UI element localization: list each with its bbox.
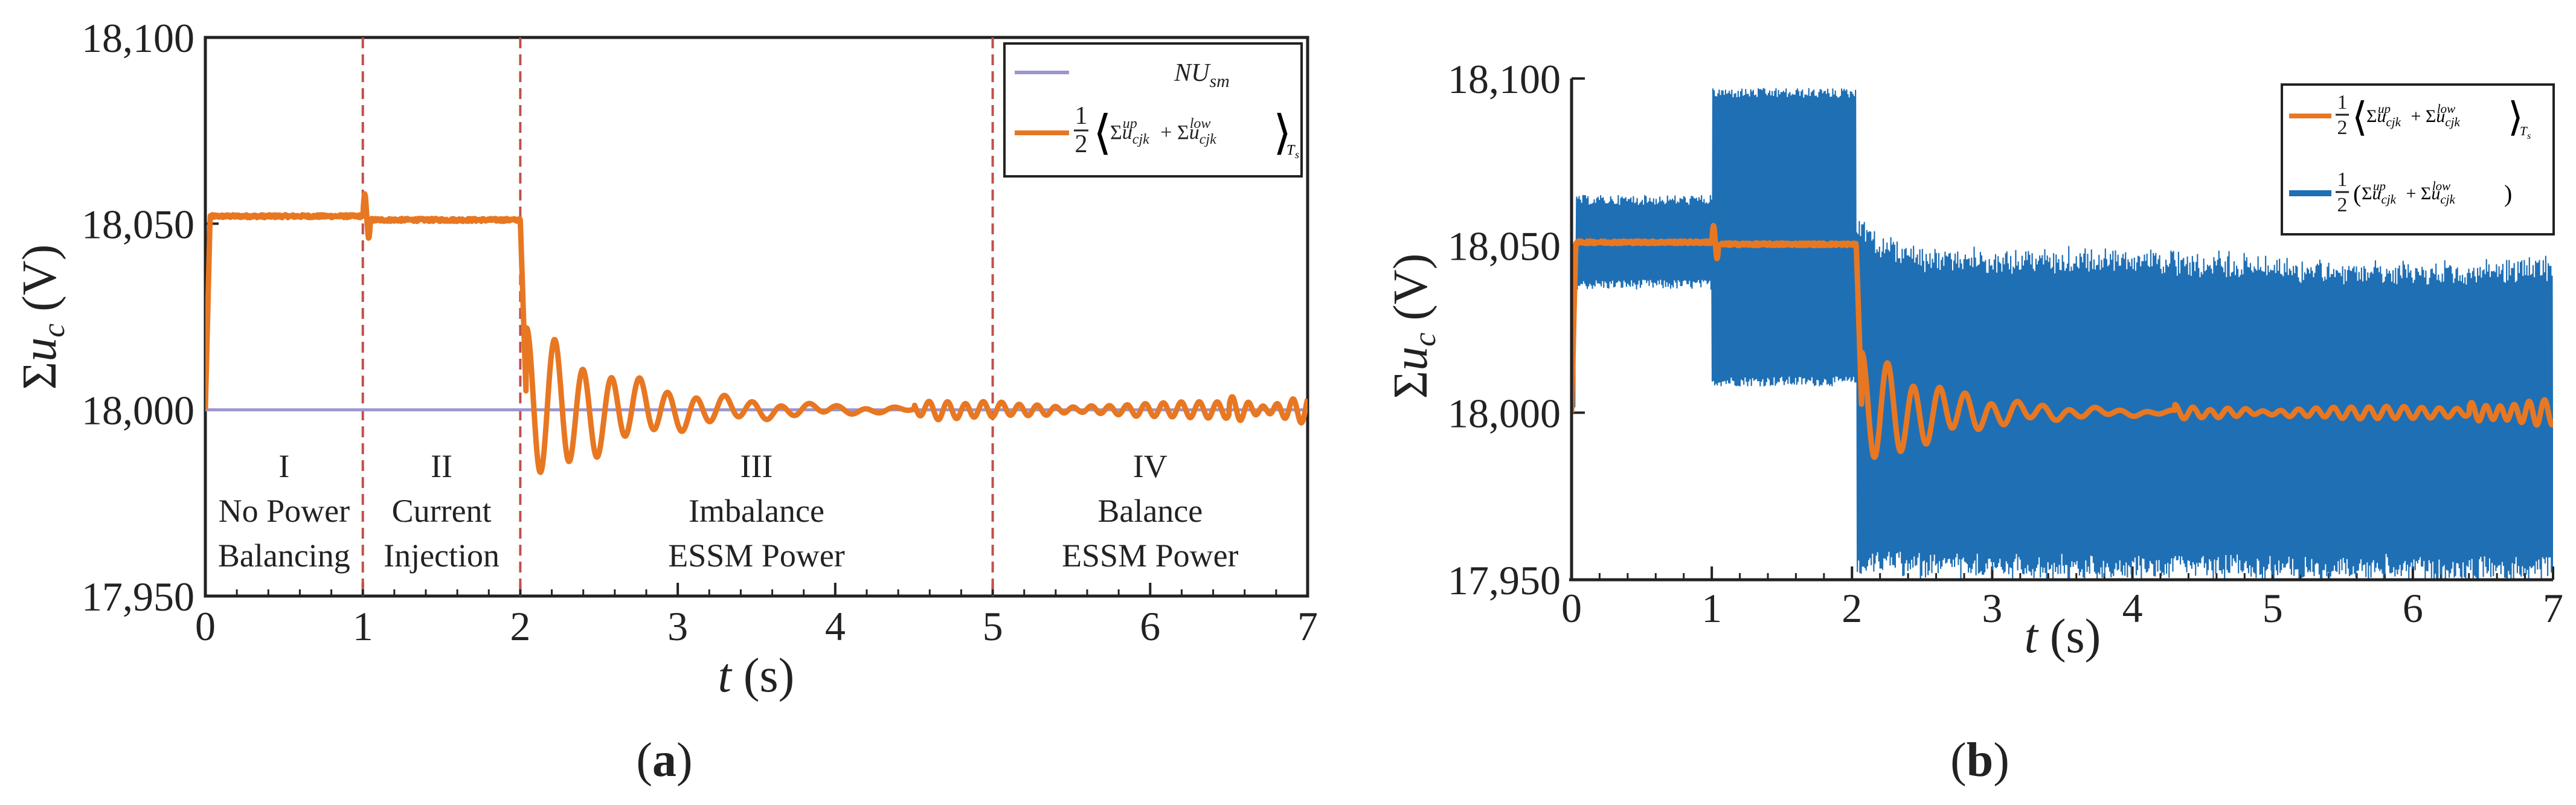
svg-text:Σucjkup + Σucjklow: Σucjkup + Σucjklow: [2366, 101, 2460, 129]
svg-text:(: (: [2353, 180, 2361, 207]
svg-text:T: T: [2520, 124, 2528, 138]
panel-a-average-line: [205, 191, 1308, 475]
svg-text:T: T: [1286, 143, 1296, 158]
svg-text:1: 1: [1075, 102, 1088, 130]
panel-b-legend-instantaneous-label: 1 2 ( Σucjkup + Σucjklow ): [2336, 168, 2512, 216]
svg-text:1: 1: [2337, 168, 2348, 191]
panel-a-legend-average-label: 1 2 ⟨ Σucjkup + Σucjklow ⟩ T s: [1074, 102, 1299, 161]
panel-a-y-label-sigma: Σ: [13, 362, 66, 390]
svg-text:Σucjkup + Σucjklow: Σucjkup + Σucjklow: [2362, 179, 2455, 207]
panel-a-region-2-text: II: [431, 448, 452, 484]
panel-a-x-tick-label: 0: [195, 603, 216, 649]
panel-a-x-tick-label: 6: [1140, 603, 1160, 649]
panel-a-region-2-text: Current: [392, 493, 492, 529]
panel-a-region-labels: I No Power Balancing II Current Injection III I…: [218, 448, 1239, 574]
panel-b: 17,950 18,000 18,050 18,100 0 1 2 3 4 5 6 7 Σuc (V…: [1384, 56, 2563, 787]
panel-a-y-label: Σuc (V): [13, 245, 71, 390]
panel-b-legend-box: [2281, 83, 2555, 236]
panel-b-x-tick-label: 5: [2263, 585, 2283, 631]
panel-a-region-dividers: [361, 37, 994, 596]
svg-text:1: 1: [2337, 91, 2348, 114]
panel-a-region-2-text: Injection: [384, 537, 499, 574]
svg-text:2: 2: [1075, 130, 1088, 158]
svg-text:Σuc (V): Σuc (V): [13, 245, 71, 390]
svg-text:s: s: [1295, 149, 1299, 161]
panel-b-average-line: [1572, 223, 2553, 460]
svg-text:Σuc (V): Σuc (V): [1384, 254, 1442, 399]
panel-a-y-label-u: u: [13, 338, 66, 362]
panel-b-instantaneous-line: [1572, 88, 2553, 580]
panel-a-region-4-text: ESSM Power: [1062, 537, 1239, 574]
svg-text:2: 2: [2337, 117, 2348, 139]
panel-a-x-tick-label: 5: [983, 603, 1003, 649]
panel-b-x-tick-label: 7: [2543, 585, 2563, 631]
panel-b-x-label: t (s): [2025, 610, 2101, 663]
svg-text:): ): [2504, 180, 2512, 207]
svg-text:s: s: [2527, 131, 2531, 141]
panel-b-y-tick-label: 18,050: [1448, 223, 1561, 269]
panel-a-legend-nusm-label: NUsm: [1174, 59, 1230, 91]
panel-a-region-4-text: Balance: [1097, 493, 1203, 529]
panel-b-x-tick-label: 4: [2122, 585, 2143, 631]
panel-b-y-label: Σuc (V): [1384, 254, 1442, 399]
panel-b-y-tick-label: 18,000: [1448, 390, 1561, 436]
svg-text:⟨: ⟨: [1093, 106, 1111, 159]
svg-text:Σucjkup + Σucjklow: Σucjkup + Σucjklow: [1110, 116, 1216, 147]
panel-b-y-tick-label: 18,100: [1448, 56, 1561, 102]
panel-b-x-tick-label: 0: [1561, 585, 1582, 631]
svg-text:⟩: ⟩: [1273, 106, 1291, 159]
panel-b-x-tick-label: 1: [1701, 585, 1722, 631]
panel-b-x-tick-label: 3: [1982, 585, 2002, 631]
panel-a-y-tick-label: 17,950: [82, 574, 194, 620]
panel-b-x-tick-label: 6: [2403, 585, 2423, 631]
svg-text:2: 2: [2337, 194, 2348, 216]
svg-text:⟩: ⟩: [2508, 95, 2523, 140]
panel-b-x-tick-label: 2: [1842, 585, 1862, 631]
panel-a-x-label: t (s): [718, 649, 795, 702]
panel-a-y-ticks: 17,950 18,000 18,050 18,100: [82, 15, 219, 620]
panel-a-region-1-text: Balancing: [218, 537, 350, 574]
svg-text:⟨: ⟨: [2352, 95, 2368, 140]
panel-a-region-1-text: I: [278, 448, 289, 484]
panel-a-region-3-text: ESSM Power: [668, 537, 845, 574]
panel-a-y-tick-label: 18,050: [82, 201, 194, 247]
panel-a-caption: (a): [636, 734, 692, 787]
panel-b-legend-average-label: 1 2 ⟨ Σucjkup + Σucjklow ⟩ T s: [2336, 91, 2531, 141]
panel-a-region-1-text: No Power: [219, 493, 350, 529]
panel-a-x-ticks: 0 1 2 3 4 5 6 7: [195, 583, 1318, 649]
panel-a-legend-box: [1003, 42, 1303, 178]
panel-a-x-tick-label: 3: [667, 603, 688, 649]
panel-b-caption: (b): [1950, 734, 2009, 787]
panel-a-x-tick-label: 7: [1297, 603, 1318, 649]
panel-a-region-3-text: III: [740, 448, 773, 484]
panel-a-x-tick-label: 2: [510, 603, 530, 649]
panel-a-y-label-unit: (V): [13, 245, 66, 324]
panel-a-y-tick-label: 18,100: [82, 15, 194, 61]
panel-a-legend: NUsm 1 2 ⟨ Σucjkup + Σucjklow ⟩ T s: [1003, 42, 1303, 178]
panel-b-legend: 1 2 ⟨ Σucjkup + Σucjklow ⟩ T s 1 2 ( Σuc…: [2281, 83, 2555, 236]
panel-a-y-label-sub: c: [37, 324, 71, 338]
panel-a-y-tick-label: 18,000: [82, 388, 194, 434]
panel-a-region-4-text: IV: [1133, 448, 1168, 484]
panel-b-y-tick-label: 17,950: [1448, 557, 1561, 603]
panel-a-x-tick-label: 4: [825, 603, 846, 649]
panel-a-x-tick-label: 1: [353, 603, 373, 649]
panel-b-y-ticks: 17,950 18,000 18,050 18,100: [1448, 56, 1585, 603]
panel-a-region-3-text: Imbalance: [689, 493, 824, 529]
